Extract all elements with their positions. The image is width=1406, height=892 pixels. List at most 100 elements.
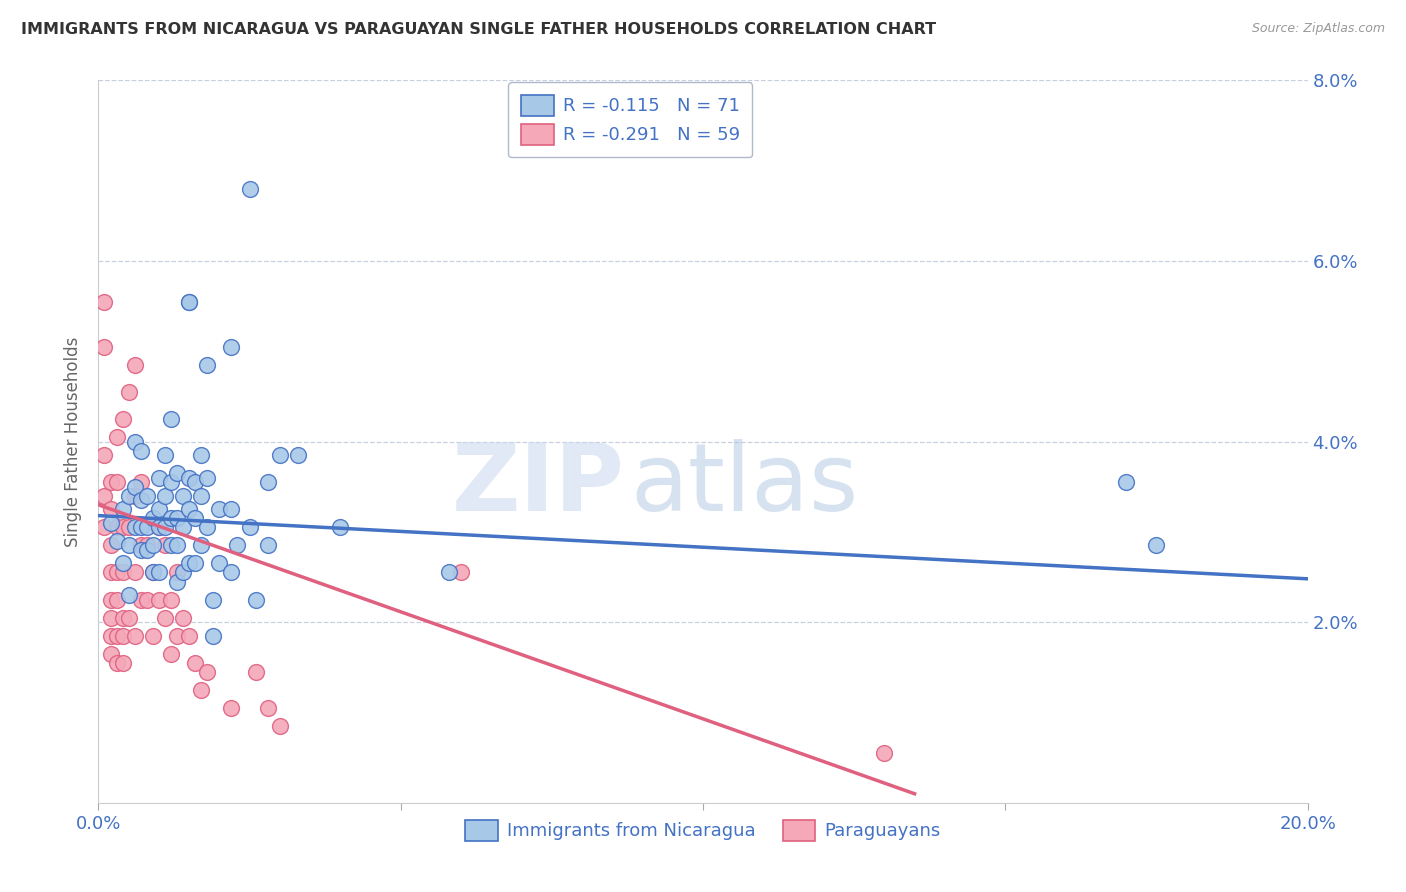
Point <box>142 566 165 580</box>
Point <box>135 542 157 557</box>
Point <box>256 701 278 715</box>
Text: ZIP: ZIP <box>451 439 624 531</box>
Point <box>190 489 212 503</box>
Point <box>245 665 267 679</box>
Point <box>111 656 134 670</box>
Point <box>239 520 262 534</box>
Point <box>269 719 291 733</box>
Point <box>208 502 231 516</box>
Point <box>105 656 128 670</box>
Point <box>100 610 122 624</box>
Point <box>124 566 146 580</box>
Point <box>100 538 122 552</box>
Point <box>153 538 176 552</box>
Point <box>118 538 141 552</box>
Point <box>111 629 134 643</box>
Point <box>153 489 176 503</box>
Point <box>160 511 183 525</box>
Point <box>184 475 207 490</box>
Point <box>129 443 152 458</box>
Point <box>256 538 278 552</box>
Point <box>179 629 201 643</box>
Point <box>100 475 122 490</box>
Point <box>184 656 207 670</box>
Point <box>166 574 188 589</box>
Point <box>221 566 243 580</box>
Point <box>873 746 896 760</box>
Point <box>179 294 201 309</box>
Point <box>239 181 262 195</box>
Point <box>93 489 115 503</box>
Point <box>166 566 188 580</box>
Point <box>100 592 122 607</box>
Point <box>118 489 141 503</box>
Point <box>172 520 194 534</box>
Point <box>111 502 134 516</box>
Point <box>153 520 176 534</box>
Point <box>129 542 152 557</box>
Text: IMMIGRANTS FROM NICARAGUA VS PARAGUAYAN SINGLE FATHER HOUSEHOLDS CORRELATION CHA: IMMIGRANTS FROM NICARAGUA VS PARAGUAYAN … <box>21 22 936 37</box>
Point <box>148 592 170 607</box>
Point <box>190 682 212 697</box>
Point <box>111 520 134 534</box>
Point <box>166 511 188 525</box>
Point <box>129 538 152 552</box>
Point <box>195 520 218 534</box>
Point <box>135 489 157 503</box>
Point <box>124 358 146 372</box>
Point <box>202 629 225 643</box>
Point <box>148 520 170 534</box>
Point <box>93 340 115 354</box>
Point <box>190 538 212 552</box>
Point <box>160 647 183 661</box>
Point <box>105 475 128 490</box>
Point <box>111 557 134 571</box>
Point <box>118 588 141 602</box>
Point <box>111 566 134 580</box>
Point <box>160 412 183 426</box>
Point <box>179 557 201 571</box>
Point <box>93 448 115 462</box>
Point <box>129 520 152 534</box>
Point <box>135 538 157 552</box>
Point <box>221 502 243 516</box>
Point <box>450 566 472 580</box>
Point <box>287 448 309 462</box>
Point <box>124 629 146 643</box>
Point <box>160 538 183 552</box>
Point <box>142 511 165 525</box>
Point <box>160 475 183 490</box>
Point <box>153 448 176 462</box>
Point <box>100 647 122 661</box>
Point <box>172 489 194 503</box>
Text: atlas: atlas <box>630 439 859 531</box>
Point <box>166 466 188 480</box>
Point <box>142 629 165 643</box>
Point <box>172 566 194 580</box>
Point <box>1144 538 1167 552</box>
Point <box>105 629 128 643</box>
Point <box>195 471 218 485</box>
Point <box>226 538 249 552</box>
Point <box>100 502 122 516</box>
Point <box>118 520 141 534</box>
Point <box>142 538 165 552</box>
Point <box>184 557 207 571</box>
Point <box>329 520 352 534</box>
Point <box>100 566 122 580</box>
Point <box>148 520 170 534</box>
Point <box>179 502 201 516</box>
Point <box>124 489 146 503</box>
Point <box>195 665 218 679</box>
Point <box>208 557 231 571</box>
Point <box>105 533 128 548</box>
Point <box>135 520 157 534</box>
Point <box>93 520 115 534</box>
Point <box>153 610 176 624</box>
Point <box>105 592 128 607</box>
Point <box>245 592 267 607</box>
Point <box>195 358 218 372</box>
Point <box>100 516 122 530</box>
Text: Source: ZipAtlas.com: Source: ZipAtlas.com <box>1251 22 1385 36</box>
Point <box>105 566 128 580</box>
